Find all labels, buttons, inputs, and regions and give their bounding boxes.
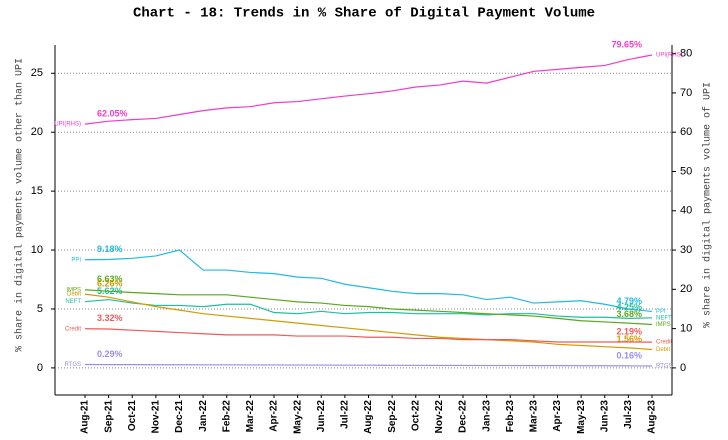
value-label: 79.65% (611, 39, 642, 49)
x-tick-label: May-22 (292, 400, 303, 434)
x-tick-label: Aug-21 (80, 400, 91, 434)
series-name-start: PPI (71, 257, 81, 263)
series-name-start: IMPS (66, 287, 81, 293)
series-name-end: Debit (656, 347, 670, 353)
y-tick-label: 15 (31, 185, 43, 197)
x-tick-label: Jun-23 (599, 400, 610, 433)
series-line (84, 298, 653, 320)
x-tick-label: Aug-23 (647, 400, 658, 434)
x-tick-label: May-23 (576, 400, 587, 434)
series-name-start: RTGS (64, 362, 81, 368)
value-label: 6.63% (97, 274, 123, 284)
series-name-end: RTGS (656, 364, 673, 370)
series-line (84, 363, 653, 367)
y-tick-label: 25 (31, 67, 43, 79)
x-tick-label: Nov-22 (434, 400, 445, 434)
x-tick-label: Aug-22 (363, 400, 374, 434)
y2-tick-label: 50 (680, 165, 692, 177)
value-label: 4.25% (616, 302, 642, 312)
value-label: 62.05% (97, 109, 128, 119)
y2-tick-label: 20 (680, 283, 692, 295)
series-line (84, 249, 653, 313)
value-label: 0.29% (97, 349, 123, 359)
series-line (84, 328, 653, 343)
series-line (84, 54, 653, 125)
value-label: 6.26% (97, 278, 123, 288)
x-tick-label: Jun-22 (316, 400, 327, 433)
y2-tick-label: 30 (680, 244, 692, 256)
x-tick-label: Apr-22 (269, 400, 280, 432)
y2-tick-label: 80 (680, 48, 692, 60)
x-tick-label: Jul-23 (623, 400, 634, 429)
x-tick-label: Oct-21 (127, 400, 138, 432)
series-name-end: Credit (656, 340, 672, 346)
chart-title: Chart - 18: Trends in % Share of Digital… (133, 6, 595, 22)
series-name-start: Credit (65, 326, 81, 332)
value-label: 9.18% (97, 244, 123, 254)
y2-tick-label: 0 (680, 362, 686, 374)
x-tick-label: Mar-22 (245, 400, 256, 433)
value-label: 2.19% (616, 326, 642, 336)
x-tick-label: Sep-22 (387, 400, 398, 433)
series-name-start: UPI(RHS) (54, 122, 81, 128)
y2-tick-label: 70 (680, 87, 692, 99)
y-tick-label: 10 (31, 244, 43, 256)
y2-axis-title: % share in digital payments volume of UP… (702, 82, 714, 328)
x-tick-label: Oct-22 (410, 400, 421, 432)
series-line (84, 293, 653, 351)
x-tick-label: Dec-21 (174, 400, 185, 433)
y2-tick-label: 40 (680, 205, 692, 217)
y2-tick-label: 10 (680, 323, 692, 335)
value-label: 3.68% (616, 309, 642, 319)
series-name-end: PPI (656, 309, 666, 315)
series-name-end: NEFT (656, 315, 672, 321)
y2-tick-label: 60 (680, 126, 692, 138)
y-tick-label: 0 (37, 362, 43, 374)
series-name-start: Debit (67, 292, 81, 298)
x-tick-label: Feb-22 (221, 400, 232, 433)
value-label: 1.56% (616, 334, 642, 344)
value-label: 0.16% (616, 350, 642, 360)
series-line (84, 289, 653, 326)
value-label: 4.79% (616, 296, 642, 306)
x-tick-label: Feb-23 (505, 400, 516, 433)
x-tick-label: Jan-23 (481, 400, 492, 432)
series-name-start: NEFT (65, 299, 81, 305)
y-tick-label: 5 (37, 303, 43, 315)
x-tick-label: Dec-22 (458, 400, 469, 433)
series-name-end: IMPS (656, 322, 671, 328)
x-tick-label: Jul-22 (340, 400, 351, 429)
x-tick-label: Nov-21 (151, 400, 162, 434)
x-tick-label: Mar-23 (529, 400, 540, 433)
x-tick-label: Jan-22 (198, 400, 209, 432)
y-tick-label: 20 (31, 126, 43, 138)
series-name-end: UPI(RHS) (656, 53, 683, 59)
value-label: 3.32% (97, 313, 123, 323)
y-axis-title: % share in digital payments volume other… (14, 58, 26, 352)
x-tick-label: Sep-21 (103, 400, 114, 433)
x-tick-label: Apr-23 (552, 400, 563, 432)
